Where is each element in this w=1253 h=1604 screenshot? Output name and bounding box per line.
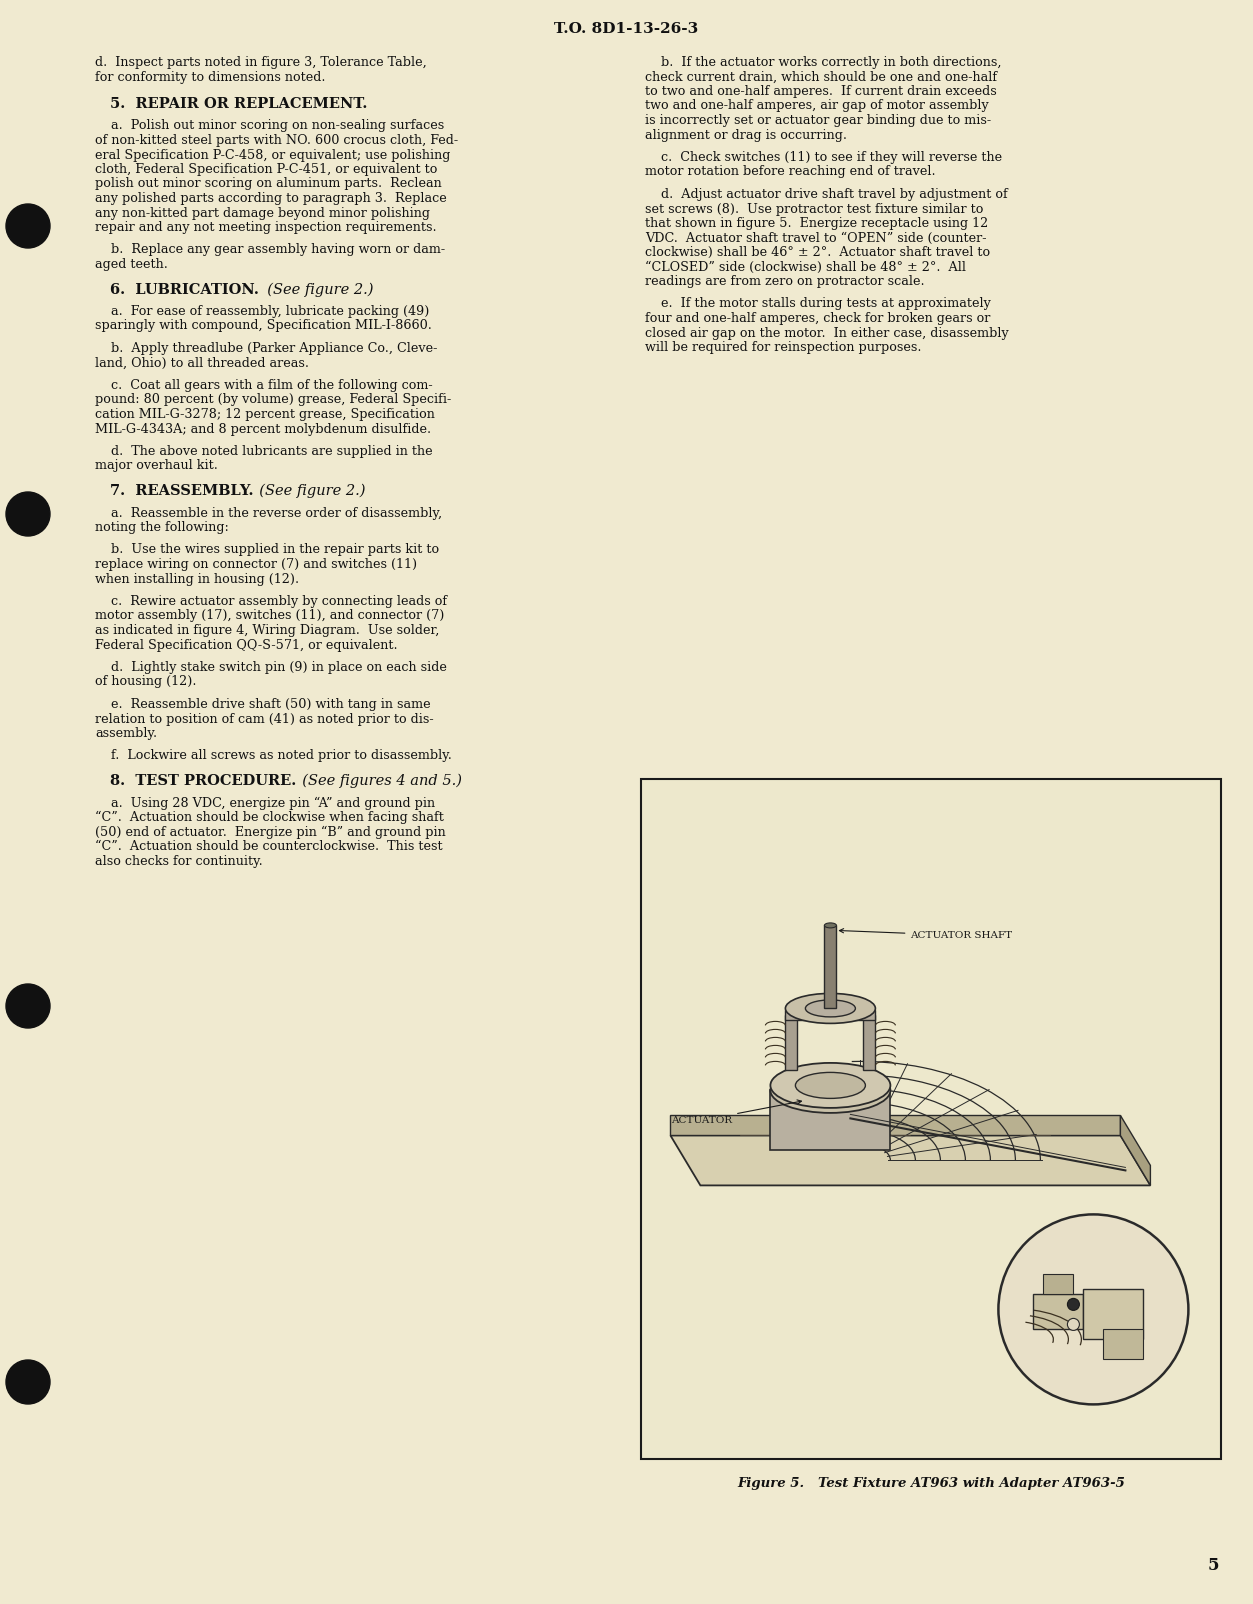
Bar <box>642 780 1220 1460</box>
Text: e.  Reassemble drive shaft (50) with tang in same: e. Reassemble drive shaft (50) with tang… <box>95 698 431 711</box>
Text: polish out minor scoring on aluminum parts.  Reclean: polish out minor scoring on aluminum par… <box>95 178 442 191</box>
Polygon shape <box>670 1115 1120 1136</box>
Text: land, Ohio) to all threaded areas.: land, Ohio) to all threaded areas. <box>95 356 309 369</box>
Text: b.  Replace any gear assembly having worn or dam-: b. Replace any gear assembly having worn… <box>95 244 445 257</box>
Circle shape <box>999 1214 1188 1405</box>
Text: of housing (12).: of housing (12). <box>95 675 197 688</box>
Circle shape <box>1068 1318 1079 1330</box>
Text: also checks for continuity.: also checks for continuity. <box>95 855 263 868</box>
Ellipse shape <box>824 922 837 927</box>
Text: replace wiring on connector (7) and switches (11): replace wiring on connector (7) and swit… <box>95 558 417 571</box>
Ellipse shape <box>806 999 856 1017</box>
Text: as indicated in figure 4, Wiring Diagram.  Use solder,: as indicated in figure 4, Wiring Diagram… <box>95 624 440 637</box>
Text: 6.  LUBRICATION.: 6. LUBRICATION. <box>110 282 259 297</box>
Bar <box>1034 1294 1084 1330</box>
Ellipse shape <box>771 1068 891 1113</box>
Text: c.  Check switches (11) to see if they will reverse the: c. Check switches (11) to see if they wi… <box>645 151 1002 164</box>
Ellipse shape <box>796 1073 866 1099</box>
Bar <box>1084 1290 1144 1339</box>
Text: noting the following:: noting the following: <box>95 521 229 534</box>
Text: two and one-half amperes, air gap of motor assembly: two and one-half amperes, air gap of mot… <box>645 99 989 112</box>
Bar <box>863 1015 876 1070</box>
Circle shape <box>6 1360 50 1404</box>
Text: closed air gap on the motor.  In either case, disassembly: closed air gap on the motor. In either c… <box>645 327 1009 340</box>
Text: relation to position of cam (41) as noted prior to dis-: relation to position of cam (41) as note… <box>95 712 434 725</box>
Bar <box>1104 1330 1144 1360</box>
Text: ACTUATOR SHAFT: ACTUATOR SHAFT <box>840 929 1012 940</box>
Text: b.  Use the wires supplied in the repair parts kit to: b. Use the wires supplied in the repair … <box>95 544 439 557</box>
Text: b.  If the actuator works correctly in both directions,: b. If the actuator works correctly in bo… <box>645 56 1001 69</box>
Bar <box>786 1015 797 1070</box>
Text: a.  Using 28 VDC, energize pin “A” and ground pin: a. Using 28 VDC, energize pin “A” and gr… <box>95 797 435 810</box>
Text: “C”.  Actuation should be clockwise when facing shaft: “C”. Actuation should be clockwise when … <box>95 812 444 824</box>
Text: that shown in figure 5.  Energize receptacle using 12: that shown in figure 5. Energize recepta… <box>645 217 989 229</box>
Text: readings are from zero on protractor scale.: readings are from zero on protractor sca… <box>645 274 925 289</box>
Text: any non-kitted part damage beyond minor polishing: any non-kitted part damage beyond minor … <box>95 207 430 220</box>
Text: cloth, Federal Specification P-C-451, or equivalent to: cloth, Federal Specification P-C-451, or… <box>95 164 437 176</box>
Ellipse shape <box>786 993 876 1023</box>
Circle shape <box>6 983 50 1028</box>
Text: c.  Coat all gears with a film of the following com-: c. Coat all gears with a film of the fol… <box>95 379 432 391</box>
Text: of non-kitted steel parts with NO. 600 crocus cloth, Fed-: of non-kitted steel parts with NO. 600 c… <box>95 135 459 148</box>
Text: (See figures 4 and 5.): (See figures 4 and 5.) <box>293 775 462 789</box>
Text: clockwise) shall be 46° ± 2°.  Actuator shaft travel to: clockwise) shall be 46° ± 2°. Actuator s… <box>645 245 990 258</box>
Bar <box>771 1091 891 1150</box>
Text: four and one-half amperes, check for broken gears or: four and one-half amperes, check for bro… <box>645 313 990 326</box>
Bar <box>1044 1275 1074 1294</box>
Text: 7.  REASSEMBLY.: 7. REASSEMBLY. <box>110 484 253 497</box>
Polygon shape <box>670 1136 1150 1185</box>
Text: eral Specification P-C-458, or equivalent; use polishing: eral Specification P-C-458, or equivalen… <box>95 149 450 162</box>
Text: 5.  REPAIR OR REPLACEMENT.: 5. REPAIR OR REPLACEMENT. <box>110 96 367 111</box>
Bar <box>824 926 837 1009</box>
Text: e.  If the motor stalls during tests at approximately: e. If the motor stalls during tests at a… <box>645 297 991 311</box>
Circle shape <box>6 492 50 536</box>
Text: cation MIL-G-3278; 12 percent grease, Specification: cation MIL-G-3278; 12 percent grease, Sp… <box>95 407 435 420</box>
Text: assembly.: assembly. <box>95 727 157 739</box>
Text: d.  Lightly stake switch pin (9) in place on each side: d. Lightly stake switch pin (9) in place… <box>95 661 447 674</box>
Text: Federal Specification QQ-S-571, or equivalent.: Federal Specification QQ-S-571, or equiv… <box>95 638 397 651</box>
Text: set screws (8).  Use protractor test fixture similar to: set screws (8). Use protractor test fixt… <box>645 202 984 215</box>
Text: motor assembly (17), switches (11), and connector (7): motor assembly (17), switches (11), and … <box>95 610 445 622</box>
Text: for conformity to dimensions noted.: for conformity to dimensions noted. <box>95 71 326 83</box>
Text: d.  The above noted lubricants are supplied in the: d. The above noted lubricants are suppli… <box>95 444 432 459</box>
Text: “CLOSED” side (clockwise) shall be 48° ± 2°.  All: “CLOSED” side (clockwise) shall be 48° ±… <box>645 260 966 274</box>
Text: major overhaul kit.: major overhaul kit. <box>95 459 218 473</box>
Text: will be required for reinspection purposes.: will be required for reinspection purpos… <box>645 342 921 354</box>
Text: d.  Inspect parts noted in figure 3, Tolerance Table,: d. Inspect parts noted in figure 3, Tole… <box>95 56 427 69</box>
Text: motor rotation before reaching end of travel.: motor rotation before reaching end of tr… <box>645 165 936 178</box>
Text: VDC.  Actuator shaft travel to “OPEN” side (counter-: VDC. Actuator shaft travel to “OPEN” sid… <box>645 231 986 244</box>
Text: is incorrectly set or actuator gear binding due to mis-: is incorrectly set or actuator gear bind… <box>645 114 991 127</box>
Text: sparingly with compound, Specification MIL-I-8660.: sparingly with compound, Specification M… <box>95 319 432 332</box>
Text: “C”.  Actuation should be counterclockwise.  This test: “C”. Actuation should be counterclockwis… <box>95 840 442 853</box>
Text: MIL-G-4343A; and 8 percent molybdenum disulfide.: MIL-G-4343A; and 8 percent molybdenum di… <box>95 422 431 436</box>
Text: (50) end of actuator.  Energize pin “B” and ground pin: (50) end of actuator. Energize pin “B” a… <box>95 826 446 839</box>
Text: ACTUATOR: ACTUATOR <box>672 1100 802 1124</box>
Text: check current drain, which should be one and one-half: check current drain, which should be one… <box>645 71 997 83</box>
Text: 8.  TEST PROCEDURE.: 8. TEST PROCEDURE. <box>110 775 296 788</box>
Text: aged teeth.: aged teeth. <box>95 258 168 271</box>
Text: a.  Polish out minor scoring on non-sealing surfaces: a. Polish out minor scoring on non-seali… <box>95 120 445 133</box>
Text: a.  For ease of reassembly, lubricate packing (49): a. For ease of reassembly, lubricate pac… <box>95 305 430 318</box>
Text: 5: 5 <box>1207 1557 1219 1575</box>
Text: pound: 80 percent (by volume) grease, Federal Specifi-: pound: 80 percent (by volume) grease, Fe… <box>95 393 451 406</box>
Text: any polished parts according to paragraph 3.  Replace: any polished parts according to paragrap… <box>95 192 447 205</box>
Text: T.O. 8D1-13-26-3: T.O. 8D1-13-26-3 <box>554 22 698 35</box>
Text: d.  Adjust actuator drive shaft travel by adjustment of: d. Adjust actuator drive shaft travel by… <box>645 188 1007 200</box>
Text: alignment or drag is occurring.: alignment or drag is occurring. <box>645 128 847 141</box>
Text: a.  Reassemble in the reverse order of disassembly,: a. Reassemble in the reverse order of di… <box>95 507 442 520</box>
Text: to two and one-half amperes.  If current drain exceeds: to two and one-half amperes. If current … <box>645 85 996 98</box>
Ellipse shape <box>771 1063 891 1108</box>
Bar <box>786 1011 876 1020</box>
Text: when installing in housing (12).: when installing in housing (12). <box>95 573 299 585</box>
Text: repair and any not meeting inspection requirements.: repair and any not meeting inspection re… <box>95 221 436 234</box>
Text: c.  Rewire actuator assembly by connecting leads of: c. Rewire actuator assembly by connectin… <box>95 595 447 608</box>
Text: (See figure 2.): (See figure 2.) <box>251 484 366 499</box>
Circle shape <box>1068 1298 1079 1310</box>
Text: (See figure 2.): (See figure 2.) <box>258 282 373 297</box>
Polygon shape <box>1120 1115 1150 1185</box>
Circle shape <box>6 204 50 249</box>
Text: b.  Apply threadlube (Parker Appliance Co., Cleve-: b. Apply threadlube (Parker Appliance Co… <box>95 342 437 354</box>
Text: f.  Lockwire all screws as noted prior to disassembly.: f. Lockwire all screws as noted prior to… <box>95 749 452 762</box>
Text: Figure 5.   Test Fixture AT963 with Adapter AT963-5: Figure 5. Test Fixture AT963 with Adapte… <box>737 1477 1125 1490</box>
